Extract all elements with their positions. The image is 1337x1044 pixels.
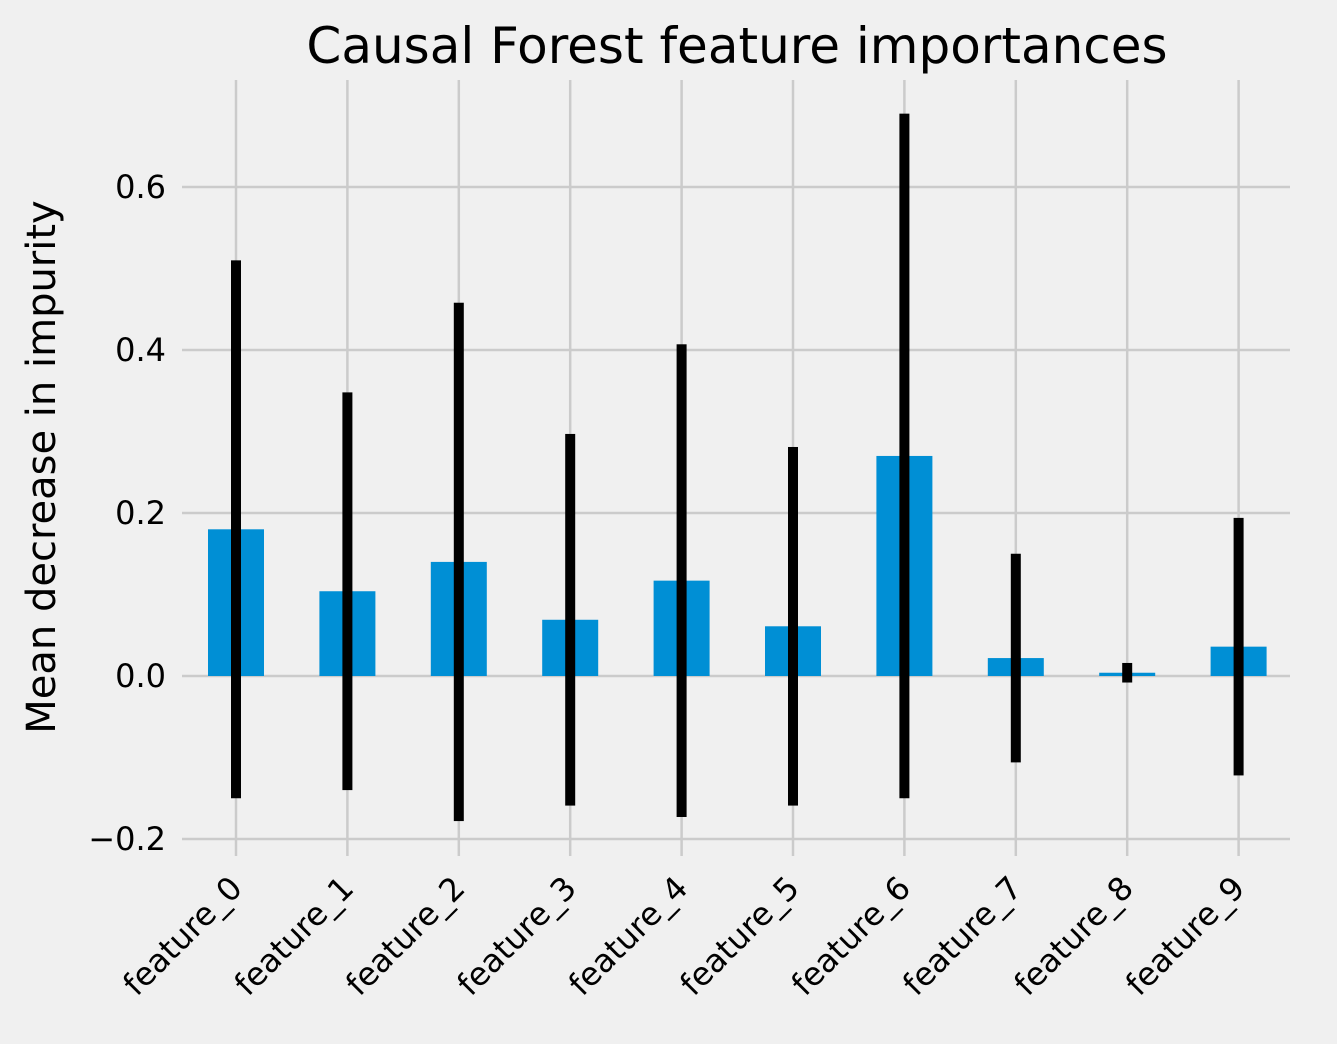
x-tick-label: feature_0 xyxy=(115,869,249,1003)
y-axis-label: Mean decrease in impurity xyxy=(19,200,65,733)
y-tick-label: −0.2 xyxy=(88,820,166,858)
y-tick-label: 0.0 xyxy=(115,657,166,695)
y-tick-label: 0.6 xyxy=(115,168,166,206)
error-bar-feature_0 xyxy=(231,260,241,799)
x-tick-label: feature_8 xyxy=(1007,869,1141,1003)
error-bar-feature_9 xyxy=(1233,517,1244,776)
error-bar-layer xyxy=(231,113,1244,822)
x-tick-label: feature_3 xyxy=(450,869,584,1003)
x-tick-label: feature_6 xyxy=(784,869,918,1003)
y-tick-labels: −0.2 0.0 0.2 0.4 0.6 xyxy=(88,168,166,858)
error-bar-feature_8 xyxy=(1122,662,1133,683)
bar-layer xyxy=(208,455,1267,676)
error-bar-feature_5 xyxy=(788,446,798,806)
x-tick-label: feature_5 xyxy=(672,869,806,1003)
x-tick-labels: feature_0feature_1feature_2feature_3feat… xyxy=(115,869,1252,1003)
y-tick-label: 0.4 xyxy=(115,331,166,369)
error-bar-feature_1 xyxy=(342,392,353,791)
y-tick-label: 0.2 xyxy=(115,494,166,532)
x-tick-label: feature_7 xyxy=(895,869,1029,1003)
x-tick-label: feature_1 xyxy=(227,869,361,1003)
chart-title: Causal Forest feature importances xyxy=(306,17,1167,75)
x-tick-label: feature_2 xyxy=(338,869,472,1003)
error-bar-feature_6 xyxy=(899,113,910,799)
x-tick-label: feature_9 xyxy=(1118,869,1252,1003)
error-bar-feature_7 xyxy=(1010,553,1021,763)
error-bar-feature_3 xyxy=(565,433,576,806)
error-bar-feature_4 xyxy=(676,344,687,817)
x-tick-label: feature_4 xyxy=(561,869,695,1003)
error-bar-feature_2 xyxy=(453,302,464,822)
